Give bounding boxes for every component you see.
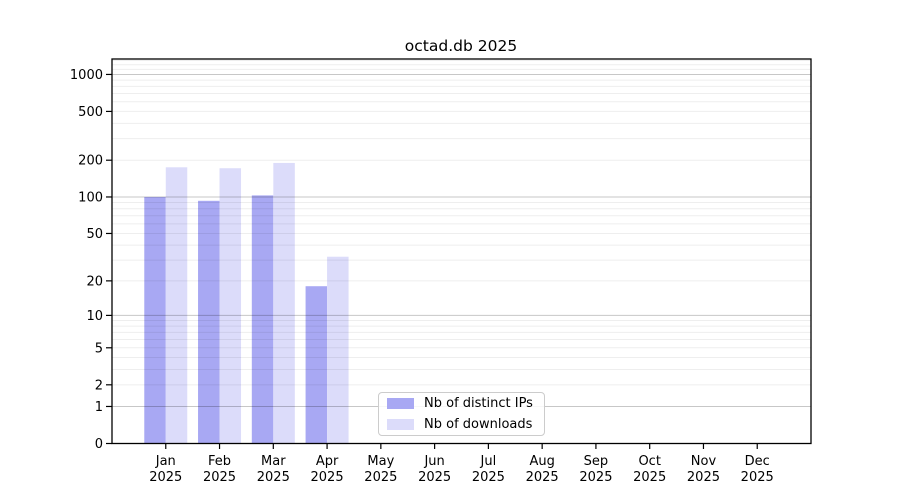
x-tick-label-year: 2025 xyxy=(741,470,774,485)
axes-layer: 01251020501002005001000Jan2025Feb2025Mar… xyxy=(70,58,812,485)
bar-distinct-ips-apr xyxy=(305,286,328,444)
bar-downloads-feb xyxy=(219,168,242,444)
y-tick-label: 5 xyxy=(95,341,103,356)
x-tick-label-month: Oct xyxy=(638,454,660,469)
x-tick-label-year: 2025 xyxy=(633,470,666,485)
y-tick-label: 2 xyxy=(95,378,103,393)
x-tick-label-month: Feb xyxy=(208,454,231,469)
x-tick-label-month: May xyxy=(367,454,394,469)
legend-item-downloads: Nb of downloads xyxy=(379,416,544,434)
y-tick-label: 20 xyxy=(86,274,103,289)
bar-distinct-ips-jan xyxy=(144,196,166,444)
x-tick-label-year: 2025 xyxy=(364,470,397,485)
x-tick-label-year: 2025 xyxy=(203,470,236,485)
x-tick-label-year: 2025 xyxy=(687,470,720,485)
legend: Nb of distinct IPs Nb of downloads xyxy=(378,392,545,436)
x-tick-label-month: Jun xyxy=(423,454,444,469)
x-tick-label-year: 2025 xyxy=(579,470,612,485)
legend-swatch-distinct-ips xyxy=(387,398,414,410)
bar-downloads-mar xyxy=(273,162,295,444)
legend-label-downloads: Nb of downloads xyxy=(424,416,533,432)
y-tick-label: 100 xyxy=(78,190,103,205)
bar-downloads-jan xyxy=(165,167,188,444)
plot-frame xyxy=(111,58,812,445)
x-tick-label-month: Jul xyxy=(480,454,497,469)
legend-swatch-downloads xyxy=(387,418,414,430)
x-tick-label-year: 2025 xyxy=(257,470,290,485)
y-tick-label: 0 xyxy=(95,437,103,452)
x-tick-label-year: 2025 xyxy=(418,470,451,485)
bars-layer xyxy=(144,162,349,444)
x-tick-label-year: 2025 xyxy=(526,470,559,485)
x-tick-label-month: Mar xyxy=(261,454,286,469)
x-tick-label-month: Jan xyxy=(155,454,176,469)
x-tick-label-year: 2025 xyxy=(311,470,344,485)
bar-distinct-ips-feb xyxy=(198,200,220,444)
x-tick-label-month: Nov xyxy=(691,454,717,469)
x-tick-label-year: 2025 xyxy=(472,470,505,485)
bar-downloads-apr xyxy=(327,256,349,444)
legend-label-distinct-ips: Nb of distinct IPs xyxy=(424,396,533,412)
y-tick-label: 1000 xyxy=(70,68,103,83)
y-tick-label: 10 xyxy=(86,309,103,324)
chart-title: octad.db 2025 xyxy=(405,37,517,55)
x-tick-label-month: Apr xyxy=(316,454,339,469)
bar-distinct-ips-mar xyxy=(251,195,274,444)
legend-item-distinct-ips: Nb of distinct IPs xyxy=(379,395,544,413)
y-tick-label: 500 xyxy=(78,105,103,120)
y-tick-label: 200 xyxy=(78,154,103,169)
x-tick-label-month: Dec xyxy=(745,454,770,469)
x-tick-label-month: Sep xyxy=(584,454,609,469)
x-tick-label-year: 2025 xyxy=(149,470,182,485)
grid-layer xyxy=(112,59,811,407)
x-tick-label-month: Aug xyxy=(529,454,554,469)
y-tick-label: 50 xyxy=(86,227,103,242)
y-tick-label: 1 xyxy=(95,400,103,415)
